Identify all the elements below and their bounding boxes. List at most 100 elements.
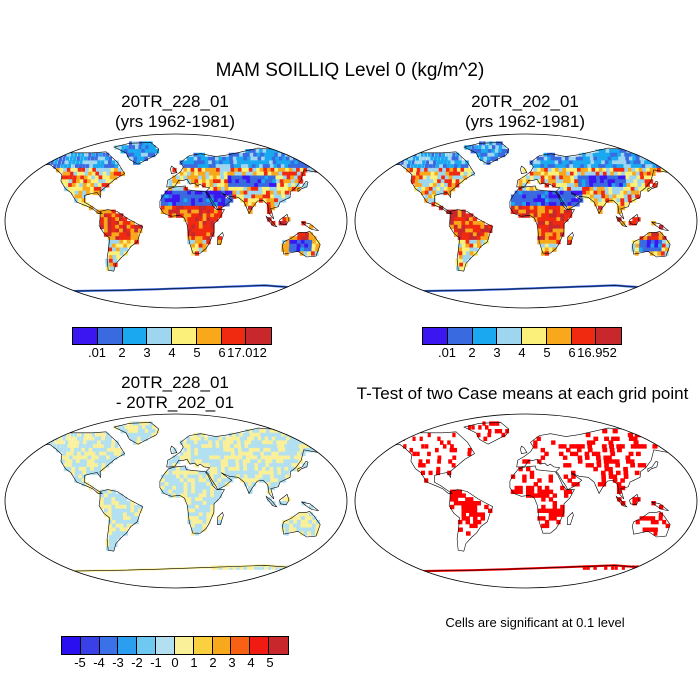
map-cell [145,141,150,146]
map-cell [289,156,295,161]
map-cell [612,198,618,203]
map-cell [600,186,606,192]
map-cell [244,444,250,449]
map-cell [537,175,542,180]
map-cell [144,156,148,161]
map-cell [215,436,220,441]
map-cell [627,194,633,199]
map-cell [231,175,236,180]
map-cell [241,167,247,173]
map-cell [604,463,609,468]
map-cell [609,149,615,154]
map-cell [137,156,141,161]
map-cell [164,474,169,479]
coastline [265,215,278,228]
map-cell [432,183,437,188]
map-cell [465,239,470,245]
map-cell [198,519,203,525]
map-cell [198,243,203,249]
map-cell [613,171,619,177]
map-cell [552,213,557,218]
map-cell [616,198,622,203]
map-cell [586,190,591,196]
map-cell [573,451,579,457]
map-cell [287,440,293,445]
map-cell [564,493,569,498]
map-cell [518,179,523,184]
map-cell [461,160,466,165]
map-cell [654,243,659,249]
map-cell [195,209,200,214]
map-cell [84,451,89,457]
map-cell [210,205,215,211]
coastline [98,209,144,272]
map-cell [560,504,565,510]
map-cell [277,164,283,169]
map-cell [466,255,471,260]
map-cell [315,243,320,249]
map-cell [472,508,478,513]
map-cell [559,175,564,180]
map-cell [123,519,128,525]
map-cell [623,466,628,472]
map-cell [633,160,639,165]
map-cell [247,202,253,207]
map-cell [563,463,568,468]
map-cell [297,516,302,521]
map-cell [206,232,211,237]
coastline [166,427,339,500]
map-cell [224,186,230,192]
map-cell [261,436,267,441]
map-cell [76,156,80,161]
map-cell [202,232,207,237]
map-cell [297,455,303,460]
map-cell [112,527,117,532]
map-cell [111,243,117,249]
map-cell [308,160,314,165]
map-cell [435,202,440,207]
map-cell [198,504,204,510]
map-cell [440,160,444,165]
map-cell [236,160,242,165]
map-cell [139,421,143,426]
map-cell [267,171,273,177]
map-cell [518,205,523,211]
map-cell [400,160,404,165]
map-cell [115,440,119,445]
map-cell [537,198,542,203]
map-cell [439,164,443,169]
map-cell [635,243,640,249]
colorbar-box [172,328,197,344]
map-cell [595,451,601,457]
map-cell [661,247,666,252]
map-cell [660,167,666,173]
map-cell [657,167,663,173]
map-cell [66,436,70,441]
map-cell [256,447,261,453]
colorbar-case2 [422,327,622,345]
map-cell [662,239,667,245]
map-cell [537,232,542,237]
map-cell [489,421,493,426]
map-cell [205,455,210,460]
map-cell [658,512,663,517]
map-cell [559,186,565,192]
map-cell [582,186,587,192]
colorbar-box [497,328,522,344]
map-cell [72,179,77,184]
map-cell [632,501,637,506]
map-cell [134,232,139,237]
map-cell [635,247,640,252]
map-cell [304,519,309,525]
map-cell [454,160,458,165]
map-cell [304,236,309,241]
map-cell [580,164,585,169]
map-cell [453,489,459,494]
map-cell [198,474,203,479]
map-cell [217,466,222,472]
map-cell [545,493,550,498]
map-cell [537,190,542,196]
map-cell [85,167,89,173]
map-cell [111,217,116,222]
map-cell [578,183,583,188]
